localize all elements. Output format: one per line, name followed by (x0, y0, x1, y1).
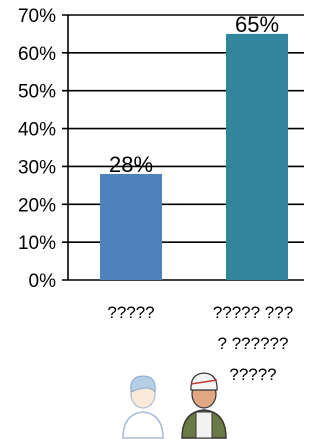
data-label: 28% (109, 152, 153, 177)
injured-soldier-icon (181, 372, 227, 439)
person-torso (122, 411, 164, 439)
y-tick-label: 40% (18, 120, 56, 141)
person-icon (122, 375, 164, 439)
y-tick-label: 50% (18, 82, 56, 103)
y-tick-label: 20% (18, 195, 56, 216)
y-tick-label: 30% (18, 157, 56, 178)
bar (226, 33, 288, 280)
y-tick-label: 10% (18, 233, 56, 254)
x-category-label: ????? ???? ??????????? (213, 303, 293, 384)
y-tick-label: 0% (29, 271, 57, 292)
person-hair (130, 375, 156, 394)
y-tick-label: 70% (18, 6, 56, 27)
y-tick-label: 60% (18, 44, 56, 65)
bandage-mark (190, 379, 218, 385)
bar (100, 174, 162, 280)
data-label: 65% (235, 12, 279, 37)
soldier-arm-sling (195, 411, 213, 439)
x-category-label: ????? (107, 303, 154, 322)
